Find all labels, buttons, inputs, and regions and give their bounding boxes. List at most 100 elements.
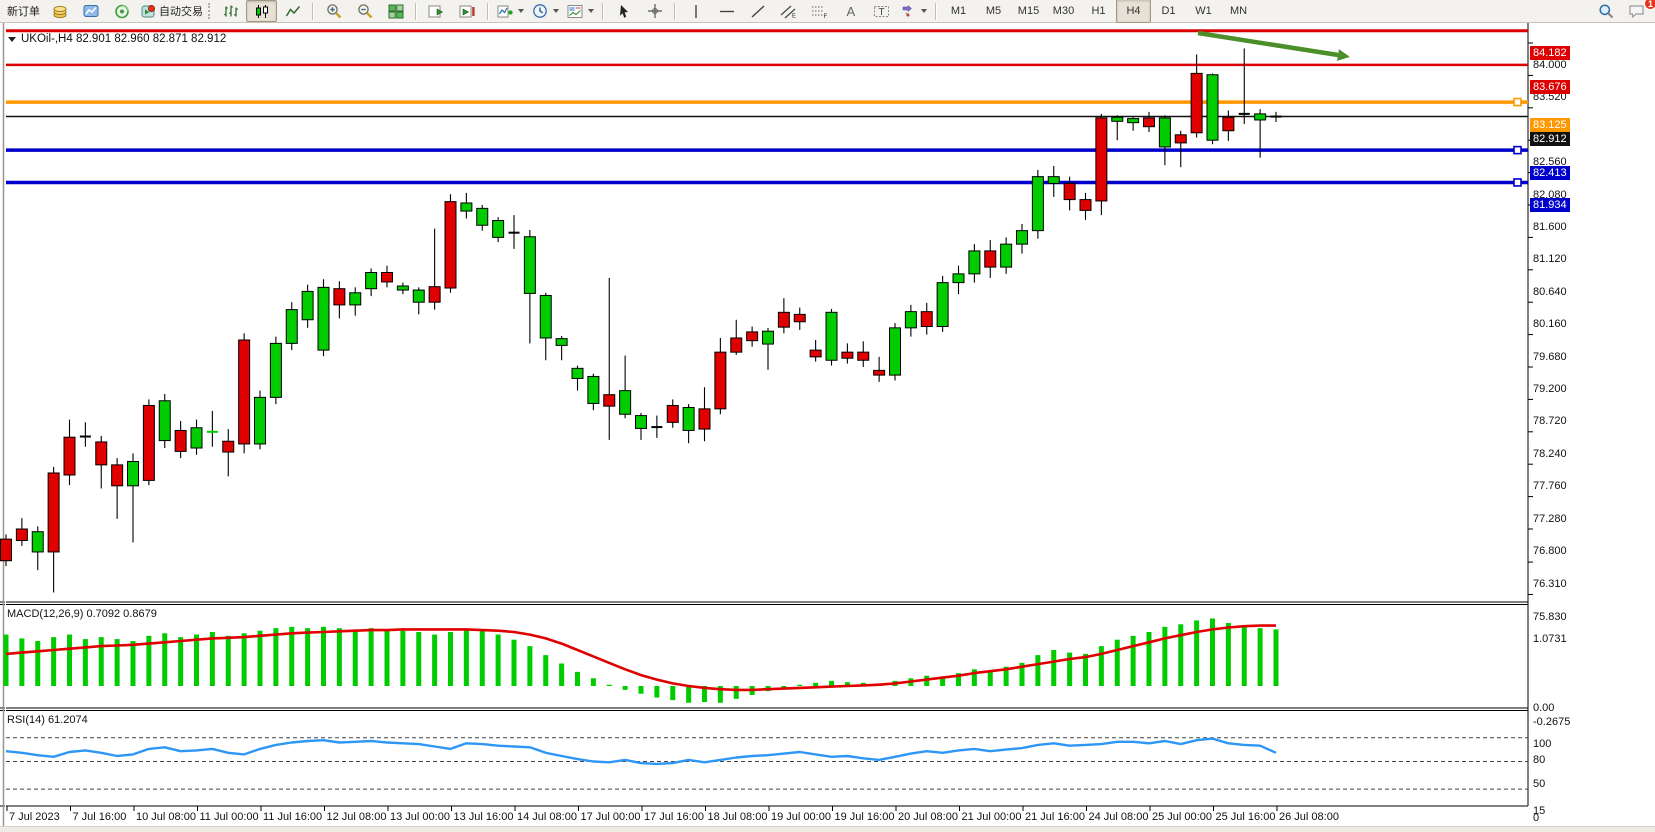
timeframe-button-h4[interactable]: H4 (1116, 0, 1151, 23)
toolbar-separator (674, 2, 676, 20)
macd-axis-label: -0.2675 (1533, 716, 1571, 728)
fibonacci-button[interactable]: F (804, 0, 835, 22)
text-button[interactable]: A (835, 0, 866, 22)
rsi-axis-label: 15 (1533, 805, 1546, 818)
toolbar-grip (208, 3, 212, 19)
crosshair-button[interactable] (639, 0, 670, 22)
timeframe-button-w1[interactable]: W1 (1195, 5, 1212, 17)
date-tick-label: 25 Jul 16:00 (1215, 811, 1276, 823)
timeframe-button-m1[interactable]: M1 (950, 5, 967, 17)
dropdown-caret (588, 9, 594, 13)
date-tick-label: 19 Jul 16:00 (834, 811, 895, 823)
search-button[interactable] (1590, 0, 1621, 22)
timeframe-button-mn[interactable]: MN (1229, 5, 1248, 17)
bar-chart-icon (223, 5, 238, 16)
line-chart-button[interactable] (277, 0, 308, 22)
date-tick-label: 19 Jul 00:00 (771, 811, 831, 823)
macd-label: MACD(12,26,9) 0.7092 0.8679 (7, 608, 157, 620)
timeframe-button-h1[interactable]: H1 (1091, 5, 1106, 17)
vertical-line-icon (694, 4, 697, 18)
zoom-in-icon (326, 4, 341, 19)
zoom-in-button[interactable] (318, 0, 349, 22)
price-tick-label: 78.240 (1533, 447, 1567, 460)
svg-text:E: E (792, 13, 796, 19)
rsi-axis-label: 100 (1533, 738, 1552, 750)
date-tick-label: 13 Jul 16:00 (453, 811, 514, 823)
horizontal-line-button[interactable] (711, 0, 742, 22)
text-label-button[interactable]: T (866, 0, 897, 22)
date-tick-label: 25 Jul 00:00 (1152, 811, 1212, 823)
date-tick-label: 21 Jul 16:00 (1025, 811, 1085, 823)
date-tick-label: 18 Jul 08:00 (707, 811, 768, 823)
dropdown-caret (553, 9, 559, 13)
line-chart-icon (285, 5, 300, 16)
timeframe-button-m15[interactable]: M15 (1017, 5, 1040, 17)
bar-chart-button[interactable] (215, 0, 246, 22)
text-label-icon: T (874, 5, 889, 18)
toolbar-separator (935, 2, 937, 20)
chart-shift-icon (459, 5, 475, 17)
date-tick-label: 13 Jul 00:00 (390, 811, 450, 823)
chat-bubble-icon (1629, 5, 1644, 19)
auto-scroll-button[interactable] (421, 0, 452, 22)
price-tick-label: 81.600 (1533, 221, 1567, 233)
candlestick-chart-button[interactable] (246, 0, 277, 22)
price-tick-label: 81.120 (1533, 253, 1567, 266)
signals-icon[interactable] (106, 0, 137, 22)
macd-axis-label: 1.0731 (1533, 633, 1567, 645)
price-tick-label: 77.760 (1533, 480, 1567, 493)
period-button[interactable] (528, 0, 563, 22)
macd-axis-label: 0.00 (1533, 702, 1555, 714)
timeframe-button-m5[interactable]: M5 (985, 5, 1002, 17)
symbol-collapse-icon[interactable] (8, 36, 16, 42)
chat-button[interactable]: 1 (1621, 0, 1655, 22)
trendline-button[interactable] (742, 0, 773, 22)
price-line-badge: 82.413 (1530, 165, 1570, 180)
price-tick-label: 75.830 (1533, 610, 1567, 623)
new-order-button[interactable]: 新订单 (3, 0, 44, 22)
chart-window[interactable]: UKOil-,H4 82.901 82.960 82.871 82.912 MA… (0, 23, 1655, 826)
cursor-icon (619, 4, 628, 18)
coins-icon[interactable] (44, 0, 75, 22)
chart-shift-button[interactable] (452, 0, 483, 22)
channel-button[interactable]: E (773, 0, 804, 22)
svg-text:F: F (824, 13, 828, 19)
price-tick-label: 77.280 (1533, 512, 1567, 525)
horizontal-line-icon (719, 10, 734, 12)
autotrade-button[interactable]: 自动交易 (137, 0, 207, 22)
vertical-line-button[interactable] (680, 0, 711, 22)
toolbar-separator (487, 2, 489, 20)
timeframe-button-m30[interactable]: M30 (1052, 5, 1075, 17)
templates-button[interactable] (563, 0, 598, 22)
toolbar-separator (312, 2, 314, 20)
indicators-button[interactable] (493, 0, 528, 22)
tile-windows-button[interactable] (380, 0, 411, 22)
date-tick-label: 11 Jul 00:00 (199, 811, 259, 823)
auto-scroll-icon (428, 5, 444, 17)
date-tick-label: 24 Jul 08:00 (1088, 811, 1149, 823)
zoom-out-button[interactable] (349, 0, 380, 22)
price-line-badge: 83.676 (1530, 80, 1570, 95)
client-terminal-icon[interactable] (75, 0, 106, 22)
cursor-button[interactable] (608, 0, 639, 22)
shapes-button[interactable] (897, 0, 931, 22)
rsi-axis-label: 50 (1533, 777, 1546, 790)
date-tick-label: 17 Jul 16:00 (644, 811, 704, 823)
fibonacci-icon: F (812, 6, 828, 19)
new-order-label: 新订单 (7, 6, 40, 18)
dropdown-caret (921, 9, 927, 13)
price-tick-label: 80.640 (1533, 285, 1567, 298)
timeframe-button-d1[interactable]: D1 (1161, 5, 1176, 17)
zoom-out-icon (357, 4, 372, 19)
text-icon: A (846, 4, 855, 19)
crosshair-icon (647, 4, 662, 18)
autotrade-icon (141, 4, 155, 17)
price-line-badge: 81.934 (1530, 198, 1570, 212)
shapes-arrows-icon (902, 4, 912, 17)
price-tick-label: 76.310 (1533, 578, 1567, 591)
date-tick-label: 20 Jul 08:00 (898, 811, 958, 823)
chart-title-text: UKOil-,H4 82.901 82.960 82.871 82.912 (21, 33, 227, 45)
rsi-axis-label: 0 (1533, 812, 1540, 824)
templates-icon (567, 4, 583, 18)
price-line-badge: 82.912 (1530, 131, 1570, 146)
